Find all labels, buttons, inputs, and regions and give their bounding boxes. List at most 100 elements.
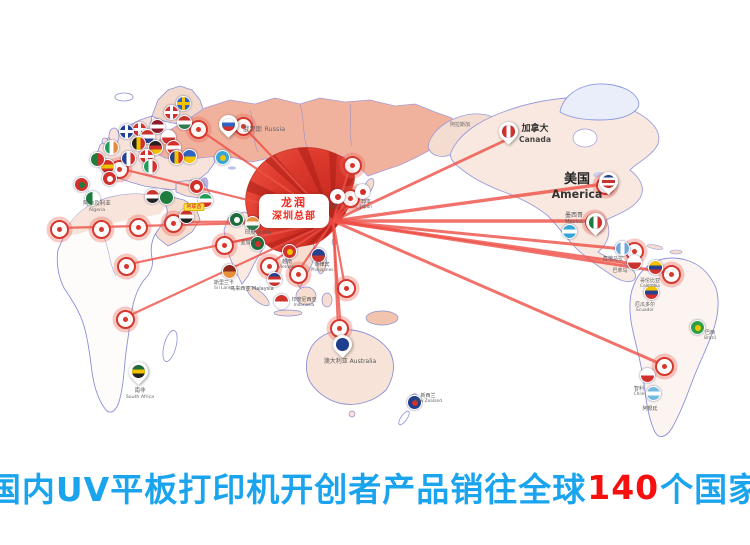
flag-morocco-icon: [74, 177, 89, 192]
headline-part2: 产品销往全球: [382, 470, 587, 509]
map-label-bangladesh: 孟加拉: [240, 240, 256, 246]
map-label-russia: 俄罗斯 Russia: [242, 125, 286, 133]
flag-saudi-arabia-icon: [159, 190, 174, 205]
flag-kazakhstan-icon: [215, 150, 230, 165]
flag-colombia-icon: [648, 260, 663, 275]
map-label-south-africa: 南非 South Africa: [125, 388, 155, 400]
flag-united-kingdom-icon: [119, 124, 134, 139]
headline-part1: 国内UV平板打印机开创者: [0, 470, 383, 509]
target-ring: [129, 218, 148, 237]
target-ring: [655, 357, 674, 376]
route-line: [331, 219, 635, 252]
flag-romania-icon: [169, 150, 184, 165]
island-iceland: [114, 92, 134, 102]
map-label-vietnam: 越南 Vietnam: [278, 259, 296, 270]
target-ring: [92, 220, 111, 239]
map-label-japan: 日本 Japan: [360, 199, 372, 210]
flag-egypt-icon: [145, 189, 160, 204]
flag-belgium-icon: [131, 136, 146, 151]
map-label-usa: 美国 America: [551, 172, 603, 201]
target-ring: [117, 257, 136, 276]
map-label-philippines: 菲律宾 Philippines: [310, 262, 334, 273]
flag-cuba-icon: [562, 224, 577, 239]
hq-callout: 龙润 深圳总部: [259, 194, 329, 228]
map-label-uae: 阿联酋: [183, 203, 205, 211]
target-ring: [50, 220, 69, 239]
flag-panama-icon: [627, 255, 642, 270]
map-label-australia: 澳大利亚 Australia: [323, 358, 377, 365]
flag-chile-icon: [640, 368, 655, 383]
map-label-south-korea: 韩国: [327, 204, 339, 210]
river-ob: [249, 109, 259, 153]
island-tasmania: [348, 410, 356, 418]
island-sumatra: [246, 285, 270, 307]
island-madagascar: [162, 330, 178, 362]
flag-sweden-icon: [176, 96, 191, 111]
map-label-argentina: 阿根廷: [642, 406, 658, 412]
hq-name: 龙润: [281, 196, 307, 209]
island-new-guinea: [365, 310, 399, 326]
hq-location: 深圳总部: [272, 211, 316, 222]
river-amur: [349, 103, 353, 147]
map-label-brazil: 巴西 Brazil: [704, 330, 716, 341]
flag-argentina-icon: [646, 386, 661, 401]
flag-indonesia-icon: [274, 294, 289, 309]
flag-philippines-icon: [311, 248, 326, 263]
target-ring: [164, 214, 183, 233]
island-greenland: [559, 83, 640, 121]
target-ring: [662, 265, 681, 284]
flag-france-icon: [121, 151, 136, 166]
target-ring: [189, 120, 208, 139]
flag-india-icon: [245, 216, 260, 231]
hudson-bay: [572, 128, 598, 148]
island-hispaniola: [669, 249, 683, 255]
pin-mexico-icon: [582, 209, 609, 236]
flag-brazil-icon: [690, 320, 705, 335]
flag-pakistan-icon: [229, 212, 244, 227]
flag-algeria-icon: [85, 191, 100, 206]
burst-ray: [261, 221, 333, 253]
headline: 国内UV平板打印机开创者 产品销往全球 140 个国家: [0, 464, 750, 510]
target-ring: [337, 279, 356, 298]
map-label-alaska: 阿拉斯加: [449, 122, 471, 128]
flag-bangladesh-icon: [250, 236, 265, 251]
flag-ukraine-icon: [182, 149, 197, 164]
lake-balkhash: [228, 166, 236, 170]
map-label-new-zealand: 新西兰 New Zealand: [414, 393, 442, 404]
continent-australia: [305, 329, 394, 405]
river-lena: [299, 103, 309, 151]
map-label-guatemala: 危地马拉: [602, 256, 624, 262]
target-ring: [343, 156, 362, 175]
flag-japan-icon: [355, 184, 370, 199]
map-label-panama: 巴拿马: [612, 268, 628, 274]
flag-south-korea-icon: [330, 189, 345, 204]
flag-guatemala-icon: [615, 241, 630, 256]
map-label-indonesia: 印度尼西亚 Indonesia: [291, 297, 317, 308]
route-line: [331, 138, 508, 223]
flag-iraq-icon: [179, 209, 194, 224]
flag-hungary-icon: [177, 115, 192, 130]
island-borneo: [295, 286, 317, 306]
flag-tunisia-icon: [102, 171, 117, 186]
map-label-canada: 加拿大 Canada: [519, 124, 551, 144]
pin-canada-icon: [495, 118, 522, 145]
island-java: [273, 309, 303, 317]
target-ring: [289, 265, 308, 284]
map-label-colombia: 哥伦比亚 Colombia: [639, 278, 661, 289]
flag-malaysia-icon: [267, 272, 282, 287]
map-label-sri-lanka: 斯里兰卡 Sri Lanka: [213, 280, 235, 291]
flag-turkey-icon: [189, 179, 204, 194]
map-label-ecuador: 厄瓜多尔 Ecuador: [634, 302, 656, 313]
island-nz-south: [398, 410, 410, 426]
headline-number: 140: [587, 467, 660, 507]
route-line: [295, 219, 335, 275]
route-line: [331, 219, 347, 289]
flag-norway-icon: [164, 105, 179, 120]
map-label-mexico: 墨西哥 Mexico: [564, 212, 584, 226]
pin-south-africa-icon: [125, 358, 152, 385]
map-label-malaysia: 马来西亚 Malaysia: [230, 286, 274, 292]
flag-portugal-icon: [90, 152, 105, 167]
